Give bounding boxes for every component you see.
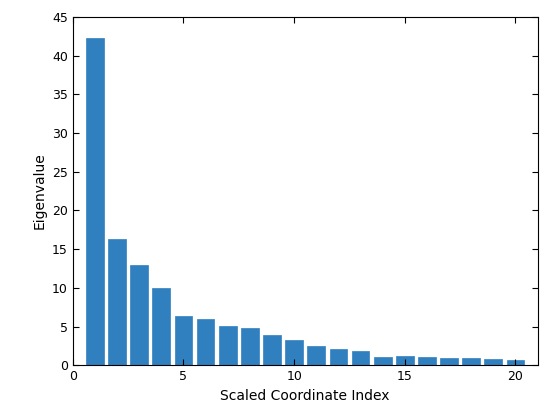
Bar — [418, 357, 436, 365]
Bar — [396, 356, 414, 365]
Bar — [285, 340, 303, 365]
Bar — [108, 239, 126, 365]
Bar — [219, 326, 236, 365]
Bar — [463, 358, 480, 365]
Bar — [307, 346, 325, 365]
Bar — [175, 316, 192, 365]
Bar — [507, 360, 524, 365]
Bar — [241, 328, 259, 365]
Bar — [484, 359, 502, 365]
Bar — [130, 265, 148, 365]
Bar — [263, 335, 281, 365]
Bar — [329, 349, 347, 365]
Bar — [86, 39, 104, 365]
Bar — [352, 352, 370, 365]
Bar — [440, 358, 458, 365]
X-axis label: Scaled Coordinate Index: Scaled Coordinate Index — [221, 389, 390, 403]
Bar — [152, 288, 170, 365]
Y-axis label: Eigenvalue: Eigenvalue — [32, 153, 46, 229]
Bar — [197, 319, 214, 365]
Bar — [374, 357, 391, 365]
